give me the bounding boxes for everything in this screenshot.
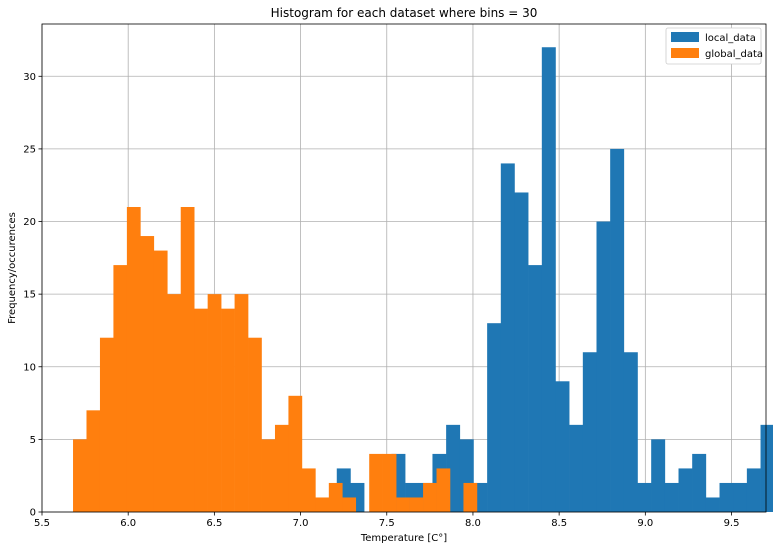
bar-global-data [288, 395, 303, 512]
y-tick-label: 5 [30, 435, 36, 446]
bar-local-data [678, 468, 693, 512]
bar-global-data [274, 424, 289, 512]
x-tick-label: 9.0 [637, 518, 653, 529]
x-axis-label: Temperature [C°] [360, 533, 447, 544]
bar-global-data [315, 497, 330, 512]
bar-local-data [760, 424, 773, 512]
y-tick-label: 30 [23, 72, 36, 83]
chart-title: Histogram for each dataset where bins = … [271, 6, 538, 20]
bar-local-data [582, 352, 597, 512]
x-tick-label: 9.5 [724, 518, 740, 529]
bar-global-data [409, 497, 424, 512]
bar-local-data [569, 424, 584, 512]
x-tick-label: 8.5 [551, 518, 567, 529]
legend-swatch-local-data [671, 32, 699, 42]
x-tick-label: 6.0 [120, 518, 136, 529]
bar-local-data [746, 468, 761, 512]
bar-global-data [248, 337, 262, 512]
y-axis-label: Frequency/occurences [7, 212, 18, 324]
bar-local-data [705, 497, 720, 512]
bar-global-data [396, 497, 410, 512]
bar-local-data [664, 482, 679, 512]
bar-global-data [86, 410, 101, 512]
bar-global-data [113, 265, 128, 512]
axis-ticks: 5.5 6.0 6.5 7.0 7.5 8.0 8.5 9.0 9.5 0 5 10 15 20 25 30 [23, 72, 739, 529]
bar-local-data [719, 482, 734, 512]
bar-local-data [514, 192, 529, 512]
bar-global-data [423, 482, 437, 512]
x-tick-label: 8.0 [465, 518, 481, 529]
y-tick-label: 20 [23, 217, 36, 228]
bar-local-data [487, 323, 502, 512]
bar-global-data [73, 439, 87, 512]
legend: local_data global_data [665, 27, 763, 65]
bar-global-data [463, 482, 478, 512]
bar-global-data [153, 250, 168, 513]
bar-local-data [500, 163, 515, 512]
bar-local-data [651, 439, 666, 512]
bar-global-data [328, 482, 343, 512]
bar-global-data [436, 468, 451, 512]
y-tick-label: 25 [23, 144, 36, 155]
bar-local-data [733, 482, 748, 512]
legend-label-local-data: local_data [705, 33, 756, 44]
x-tick-label: 5.5 [34, 518, 50, 529]
x-tick-label: 7.5 [379, 518, 395, 529]
y-tick-label: 15 [23, 290, 36, 301]
bar-local-data [623, 352, 638, 512]
x-tick-label: 6.5 [206, 518, 222, 529]
bar-local-data [528, 265, 543, 512]
bar-global-data [140, 236, 155, 513]
bar-local-data [610, 148, 625, 512]
histogram-bars [73, 47, 773, 513]
bar-global-data [221, 308, 235, 512]
y-tick-label: 10 [23, 362, 36, 373]
bar-global-data [382, 453, 397, 512]
bar-local-data [692, 453, 707, 512]
bar-global-data [126, 207, 141, 512]
bar-global-data [207, 294, 222, 512]
bar-global-data [234, 294, 249, 512]
bar-global-data [342, 497, 357, 512]
plot-frame [41, 23, 767, 513]
bar-local-data [637, 482, 652, 512]
bar-global-data [167, 294, 182, 512]
bar-local-data [555, 381, 570, 512]
bar-local-data [541, 47, 556, 512]
legend-swatch-global-data [671, 48, 699, 58]
bar-global-data [99, 337, 114, 512]
bar-global-data [261, 439, 276, 512]
bar-global-data [369, 453, 383, 512]
y-tick-label: 0 [30, 508, 36, 519]
bar-local-data [596, 221, 611, 512]
x-tick-label: 7.0 [293, 518, 309, 529]
bar-global-data [180, 207, 195, 512]
legend-label-global-data: global_data [705, 49, 763, 60]
bar-global-data [194, 308, 208, 512]
bar-global-data [301, 468, 316, 512]
